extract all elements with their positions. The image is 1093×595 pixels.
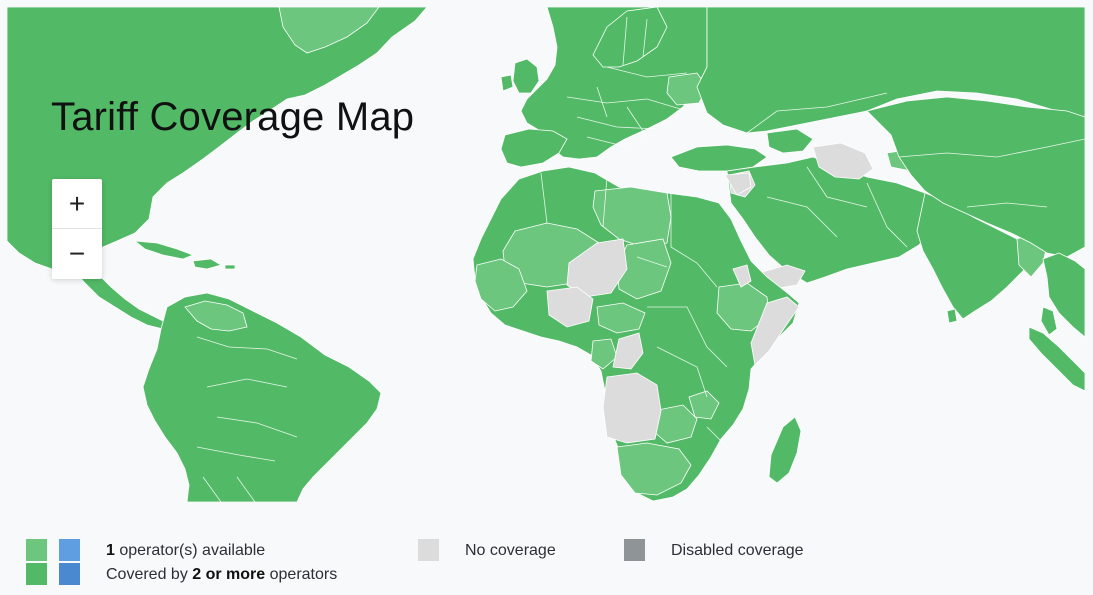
region-belarus[interactable] xyxy=(666,72,708,106)
swatch-two-or-more-green xyxy=(26,563,47,585)
region-south-america[interactable] xyxy=(142,292,382,502)
region-caucasus[interactable] xyxy=(766,128,814,154)
region-central-african[interactable] xyxy=(596,302,646,334)
legend-multi-prefix: Covered by xyxy=(106,566,193,583)
region-puerto-rico[interactable] xyxy=(224,264,236,270)
region-hispaniola[interactable] xyxy=(192,258,222,270)
region-greenland[interactable] xyxy=(278,7,380,54)
region-angola[interactable] xyxy=(602,372,662,444)
region-turkmenistan[interactable] xyxy=(812,142,874,180)
map-canvas[interactable] xyxy=(7,7,1085,502)
legend: 1 operator(s) available Covered by 2 or … xyxy=(0,530,1093,595)
legend-one-operator: 1 operator(s) available xyxy=(106,542,265,560)
region-scandinavia[interactable] xyxy=(592,7,668,68)
region-venezuela[interactable] xyxy=(184,300,248,332)
legend-multi-operator: Covered by 2 or more operators xyxy=(106,566,337,584)
legend-no-coverage: No coverage xyxy=(465,542,556,559)
borders-east-asia xyxy=(898,138,1085,208)
zoom-in-button[interactable]: + xyxy=(68,187,86,219)
region-middle-east[interactable] xyxy=(726,156,938,284)
legend-one-operator-text: operator(s) available xyxy=(114,542,266,559)
swatch-two-or-more-blue xyxy=(59,563,80,585)
borders-europe xyxy=(566,66,688,148)
region-djibouti-eritrea[interactable] xyxy=(732,264,752,288)
region-tanzania-lake[interactable] xyxy=(688,390,720,420)
borders-scandinavia xyxy=(622,16,648,66)
region-west-africa[interactable] xyxy=(474,258,528,312)
region-uk[interactable] xyxy=(512,58,540,94)
region-somalia[interactable] xyxy=(750,296,800,366)
region-china[interactable] xyxy=(866,96,1085,258)
region-india[interactable] xyxy=(916,192,1032,320)
swatch-one-operator-blue xyxy=(59,539,80,561)
borders-russia xyxy=(746,92,888,134)
region-madagascar[interactable] xyxy=(768,416,802,484)
world-map[interactable]: Tariff Coverage Map + − xyxy=(7,7,1085,502)
region-sri-lanka[interactable] xyxy=(946,308,958,324)
region-egypt-sinai[interactable] xyxy=(724,172,752,196)
region-iberia[interactable] xyxy=(500,128,568,168)
region-algeria-south[interactable] xyxy=(566,238,628,298)
swatch-disabled-coverage xyxy=(624,539,645,561)
region-gabon[interactable] xyxy=(590,338,618,370)
swatch-one-operator-green xyxy=(26,539,47,561)
legend-multi-suffix: operators xyxy=(265,566,338,583)
region-turkey[interactable] xyxy=(670,144,768,172)
zoom-control: + − xyxy=(52,179,102,279)
borders-south-america xyxy=(196,336,298,502)
legend-multi-bold: 2 or more xyxy=(192,566,266,583)
borders-middle-east xyxy=(766,166,908,248)
region-southeast-asia[interactable] xyxy=(1042,252,1085,338)
legend-disabled-coverage: Disabled coverage xyxy=(671,542,804,559)
borders-africa xyxy=(540,172,728,448)
map-title: Tariff Coverage Map xyxy=(51,95,415,139)
region-nigeria[interactable] xyxy=(546,286,594,328)
swatch-no-coverage xyxy=(418,539,439,561)
region-sumatra[interactable] xyxy=(1028,326,1085,392)
legend-one-operator-count: 1 xyxy=(106,542,115,559)
region-ireland[interactable] xyxy=(500,74,514,92)
region-congo-west[interactable] xyxy=(612,332,644,370)
region-namibia-botswana[interactable] xyxy=(616,442,692,496)
region-cuba[interactable] xyxy=(133,240,195,260)
zoom-out-button[interactable]: − xyxy=(52,228,102,278)
region-malaysia[interactable] xyxy=(1040,306,1058,336)
